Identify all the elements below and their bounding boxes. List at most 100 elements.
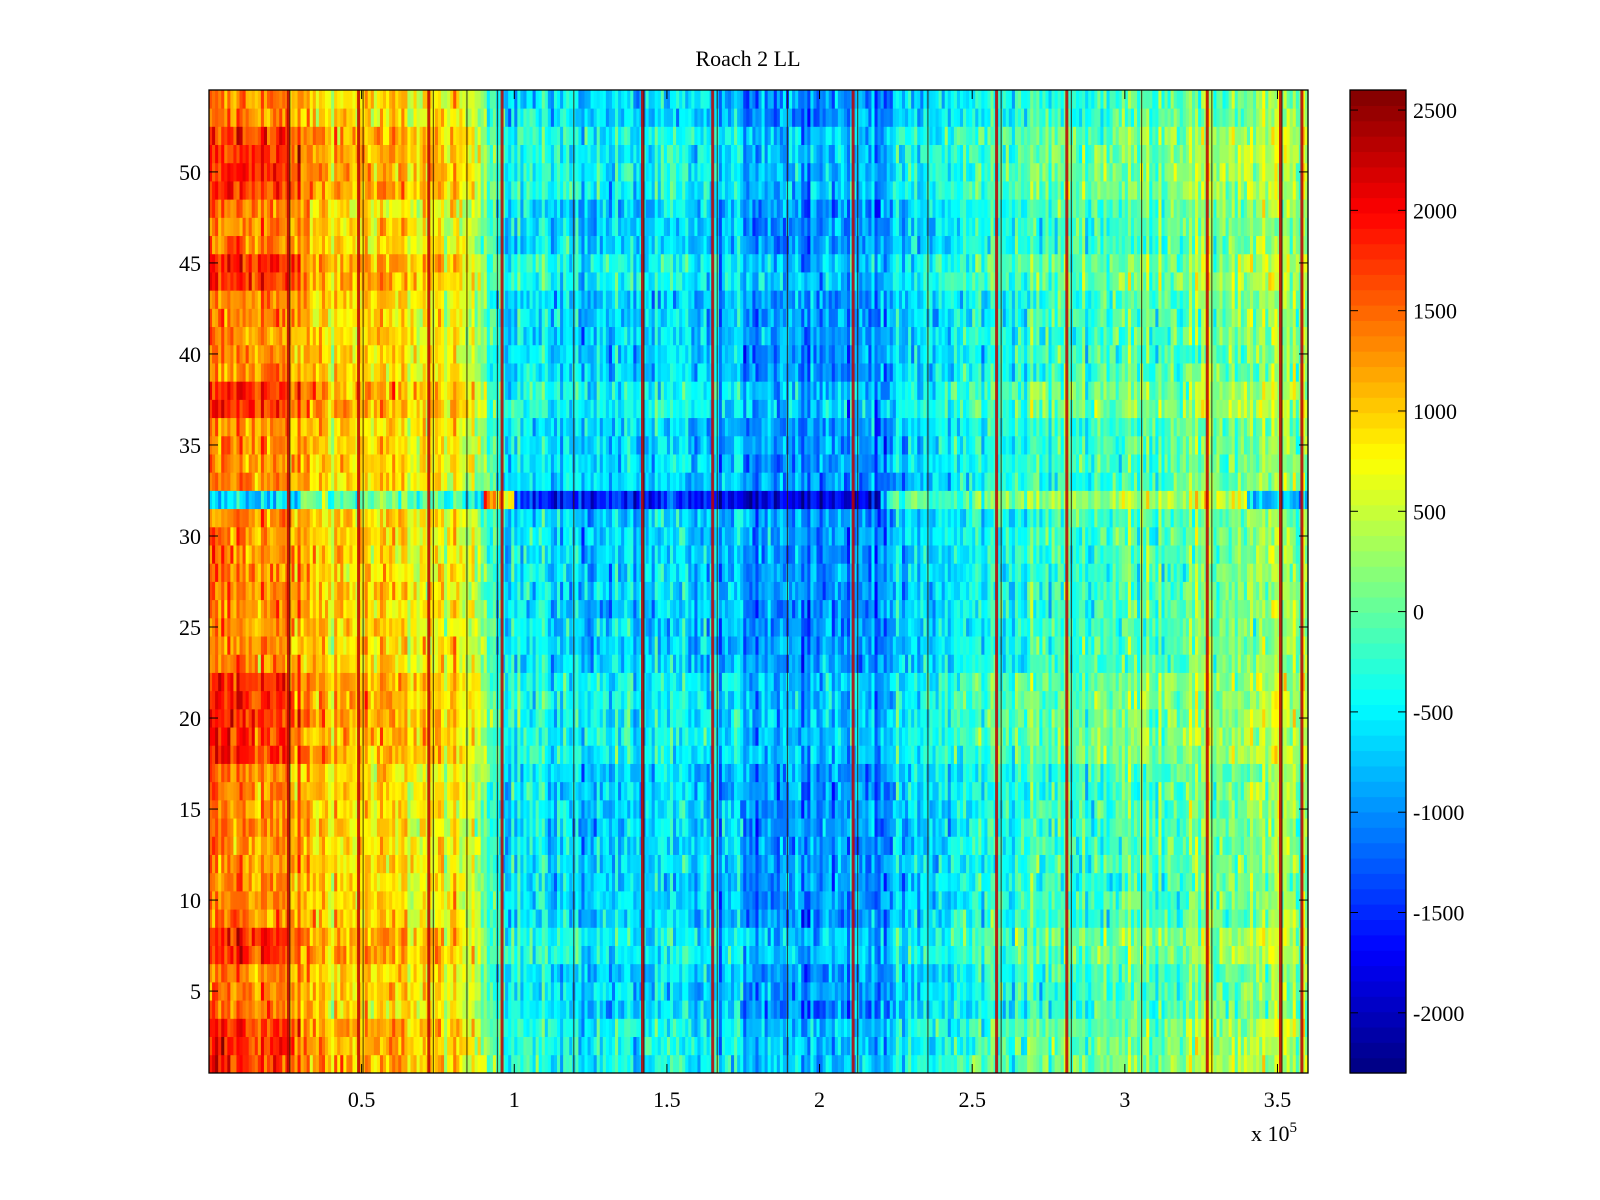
heat-cell [712,1036,717,1056]
heat-cell [669,890,674,910]
heat-cell [337,836,341,855]
heat-cell [1250,981,1254,1001]
heat-cell [428,945,433,965]
heat-cell [1054,836,1059,855]
heat-cell [1124,1054,1129,1074]
heat-cell [566,836,570,855]
heat-cell [1219,1054,1223,1074]
heat-cell [1042,854,1046,874]
heat-cell [248,1000,253,1019]
heat-cell [682,1054,686,1074]
heat-cell [810,1018,814,1037]
heat-cell [419,963,424,983]
heat-cell [358,818,363,837]
heat-cell [1286,854,1291,874]
heat-cell [1191,1018,1196,1037]
heat-cell [819,945,824,965]
heat-cell [352,1018,356,1037]
heat-cell [349,872,353,892]
heat-cell [532,1018,537,1037]
heat-cell [1240,1000,1245,1019]
heat-cell [1289,963,1294,983]
heat-cell [1027,818,1031,837]
heat-cell [895,818,900,837]
heat-cell [673,963,677,983]
heat-cell [1167,1000,1172,1019]
heat-cell [422,818,427,837]
heat-cell [340,854,344,874]
heat-cell [233,854,237,874]
heat-cell [1072,1054,1077,1074]
heat-cell [413,981,417,1001]
heat-cell [630,1054,634,1074]
heat-cell [1027,872,1031,892]
heat-cell [1152,1000,1156,1019]
heat-cell [908,836,912,855]
heat-cell [328,945,332,965]
heat-cell [975,1000,979,1019]
heat-cell [300,890,305,910]
heat-cell [889,963,894,983]
heat-cell [886,854,891,874]
heat-cell [1246,1054,1251,1074]
heat-cell [886,818,891,837]
heat-cell [1109,1000,1114,1019]
heat-cell [1170,818,1175,837]
heat-cell [633,818,637,837]
heat-cell [721,890,726,910]
heat-cell [1112,927,1117,946]
heat-cell [779,927,784,946]
heat-cell [975,963,979,983]
heat-cell [318,836,323,855]
heat-cell [303,963,308,983]
heat-cell [703,872,707,892]
heat-cell [468,1000,472,1019]
heat-cell [697,927,701,946]
heat-cell [517,927,521,946]
heat-cell [1176,963,1181,983]
heat-cell [789,963,793,983]
heat-cell [1130,890,1135,910]
heat-cell [1033,981,1037,1001]
heat-cell [532,945,537,965]
heat-cell [749,945,753,965]
heat-cell [395,872,399,892]
heat-cell [727,854,732,874]
heat-cell [340,1018,344,1037]
heat-cell [810,854,814,874]
heat-cell [959,1018,964,1037]
heat-cell [1185,945,1190,965]
heat-cell [1259,927,1263,946]
heat-cell [236,854,240,874]
heat-cell [242,1054,247,1074]
heat-cell [294,1000,298,1019]
heat-cell [1250,854,1254,874]
heat-cell [1021,818,1025,837]
heat-cell [1207,1054,1211,1074]
heat-cell [294,854,298,874]
heat-cell [755,1036,759,1056]
heat-cell [737,1000,741,1019]
heat-cell [1137,818,1141,837]
heat-cell [697,890,701,910]
heat-cell [740,927,744,946]
heat-cell [1216,854,1220,874]
heat-cell [590,818,595,837]
heat-cell [978,945,982,965]
heat-cell [282,1018,286,1037]
heat-cell [416,854,421,874]
heat-cell [1075,945,1080,965]
heat-cell [837,1036,842,1056]
heat-cell [801,818,805,837]
heat-cell [291,890,295,910]
heat-cell [611,945,616,965]
heat-cell [508,818,512,837]
heat-cell [367,818,372,837]
heat-cell [321,909,326,928]
heat-cell [221,872,225,892]
heat-cell [1054,1000,1059,1019]
heat-cell [666,1036,671,1056]
heat-cell [947,945,952,965]
heat-cell [1002,1000,1007,1019]
heat-cell [480,981,485,1001]
